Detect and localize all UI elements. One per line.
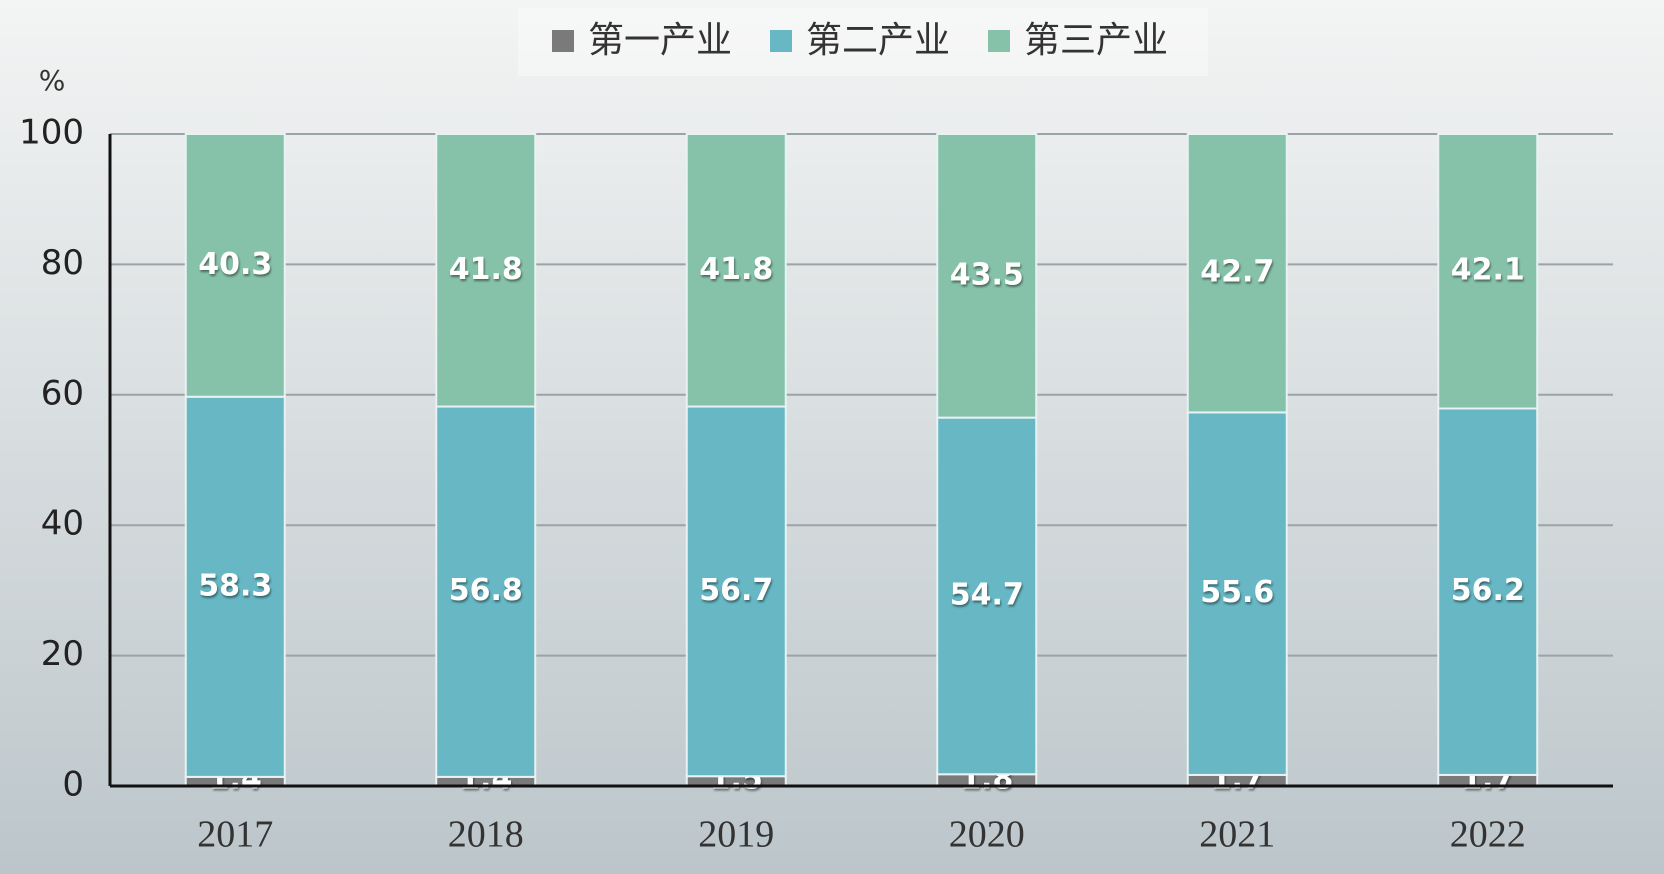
x-tick-label: 2021 [1199, 814, 1275, 856]
legend-label: 第三产业 [1024, 20, 1168, 61]
x-tick-label: 2020 [949, 814, 1025, 856]
y-tick-label: 0 [62, 765, 84, 805]
y-tick-label: 60 [41, 373, 84, 413]
bar-segment [685, 133, 787, 408]
value-label: 58.3 [198, 568, 272, 603]
x-tick-label: 2018 [448, 814, 524, 856]
x-tick-label: 2017 [197, 814, 273, 856]
x-tick-label: 2019 [698, 814, 774, 856]
bar-segment [1437, 407, 1539, 776]
x-tick-label: 2022 [1450, 814, 1526, 856]
bar-segment [435, 405, 537, 778]
bar-segment [435, 133, 537, 408]
value-label: 42.7 [1200, 255, 1274, 290]
bar-segment [184, 133, 286, 398]
y-axis-unit: % [39, 64, 66, 97]
value-label: 43.5 [950, 257, 1024, 292]
bar-segment [936, 133, 1038, 419]
legend-swatch [988, 30, 1010, 52]
y-tick-label: 80 [41, 243, 84, 283]
value-label: 56.8 [449, 573, 523, 608]
bar-segment [1437, 133, 1539, 410]
bar-segment [685, 405, 787, 778]
legend-swatch [552, 30, 574, 52]
value-label: 54.7 [950, 577, 1024, 612]
value-label: 41.8 [699, 252, 773, 287]
legend-swatch [770, 30, 792, 52]
value-label: 42.1 [1451, 253, 1525, 288]
legend-label: 第一产业 [588, 20, 732, 61]
y-tick-label: 20 [41, 634, 84, 674]
legend-label: 第二产业 [806, 20, 950, 61]
value-label: 56.7 [699, 573, 773, 608]
y-tick-label: 40 [41, 504, 84, 544]
bar-segment [184, 395, 286, 778]
bar-segment [936, 416, 1038, 776]
value-label: 55.6 [1200, 575, 1274, 610]
bar-segment [1186, 133, 1288, 414]
value-label: 41.8 [449, 252, 523, 287]
y-tick-label: 100 [19, 113, 84, 153]
value-label: 56.2 [1451, 573, 1525, 608]
legend-box [518, 8, 1208, 76]
value-label: 40.3 [198, 247, 272, 282]
bar-segment [1186, 411, 1288, 776]
